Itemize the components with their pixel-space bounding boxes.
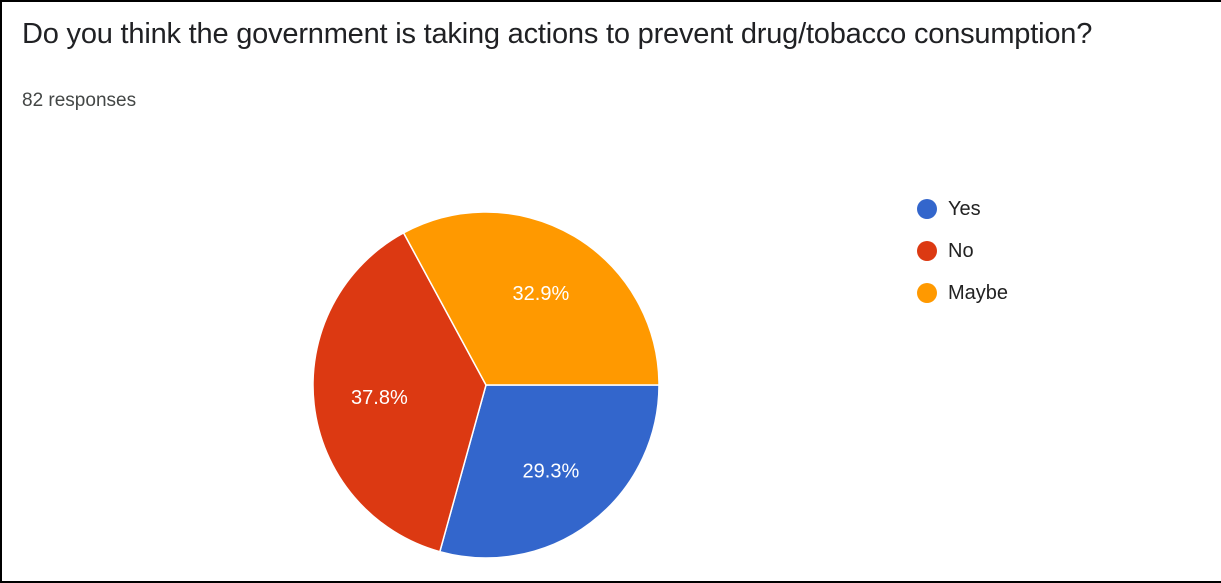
pie-label-no: 37.8% — [351, 387, 408, 409]
chart-legend: Yes No Maybe — [917, 188, 1008, 314]
legend-item-maybe[interactable]: Maybe — [917, 272, 1008, 314]
legend-swatch-no — [917, 241, 937, 261]
legend-label-no: No — [948, 239, 974, 262]
pie-slice-maybe[interactable] — [402, 211, 660, 386]
pie-label-yes: 29.3% — [523, 460, 580, 482]
legend-swatch-maybe — [917, 283, 937, 303]
pie-label-maybe: 32.9% — [513, 283, 570, 305]
legend-item-yes[interactable]: Yes — [917, 188, 1008, 230]
legend-item-no[interactable]: No — [917, 230, 1008, 272]
response-count: 82 responses — [22, 90, 137, 111]
legend-label-maybe: Maybe — [948, 281, 1009, 304]
pie-slice-yes[interactable] — [438, 384, 660, 559]
legend-label-yes: Yes — [948, 197, 981, 220]
chart-title: Do you think the government is taking ac… — [22, 18, 1093, 50]
legend-swatch-yes — [917, 199, 937, 219]
pie-slice-no[interactable] — [312, 231, 487, 553]
